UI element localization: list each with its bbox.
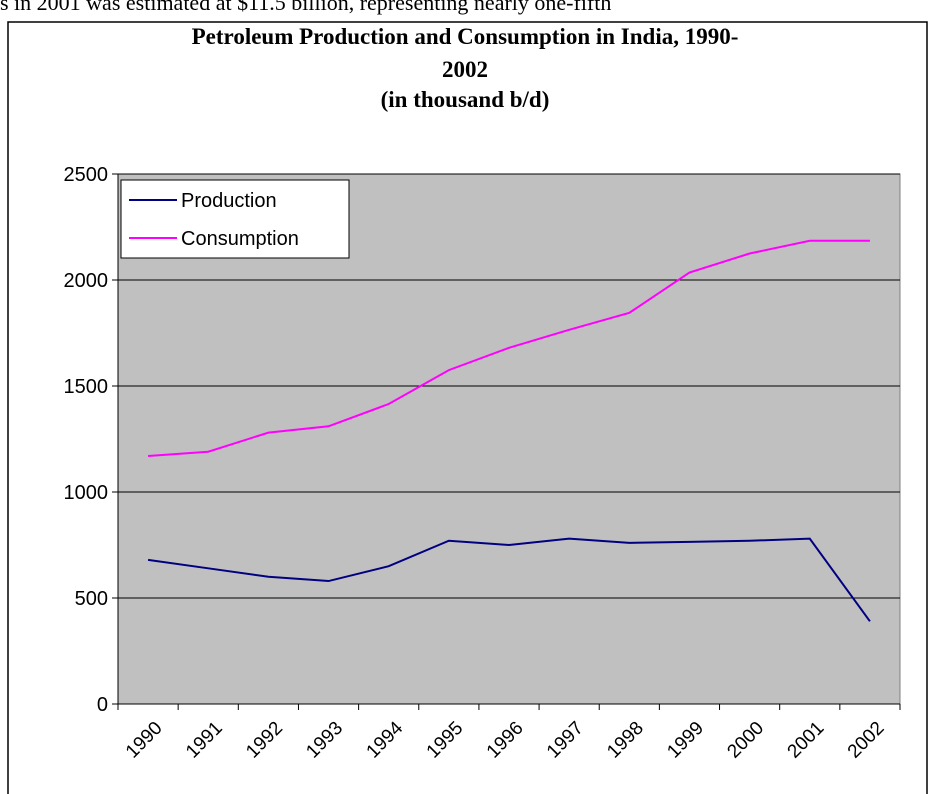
x-tick-label: 1999 (663, 718, 708, 763)
x-tick-label: 1995 (423, 718, 468, 763)
chart-border (7, 21, 928, 794)
chart-title: Petroleum Production and Consumption in … (192, 24, 739, 112)
legend-label: Consumption (181, 228, 299, 250)
legend-label: Production (181, 190, 277, 212)
line-series (148, 239, 870, 457)
y-tick-label: 2000 (64, 270, 109, 292)
chart-title-line: (in thousand b/d) (381, 87, 550, 112)
x-tick-label: 1992 (242, 718, 287, 763)
x-tick-label: 1993 (302, 718, 347, 763)
x-tick-label: 2001 (784, 718, 829, 763)
x-tick-label: 1997 (543, 718, 588, 763)
chart-title-line: 2002 (442, 57, 488, 82)
y-tick-label: 0 (97, 694, 108, 716)
y-tick-label: 1000 (64, 482, 109, 504)
y-tick-label: 500 (75, 588, 108, 610)
x-tick-label: 1990 (122, 718, 167, 763)
x-tick-label: 2002 (844, 718, 889, 763)
x-tick-label: 2000 (723, 718, 768, 763)
y-tick-label: 1500 (64, 376, 109, 398)
line-series (147, 537, 871, 622)
legend (120, 179, 350, 259)
y-tick-label: 2500 (64, 164, 109, 186)
x-tick-label: 1996 (483, 718, 528, 763)
x-tick-label: 1998 (603, 718, 648, 763)
x-tick-label: 1991 (182, 718, 227, 763)
chart-title-line: Petroleum Production and Consumption in … (192, 24, 739, 49)
x-tick-label: 1994 (363, 717, 408, 762)
context-text: s in 2001 was estimated at $11.5 billion… (0, 0, 611, 15)
